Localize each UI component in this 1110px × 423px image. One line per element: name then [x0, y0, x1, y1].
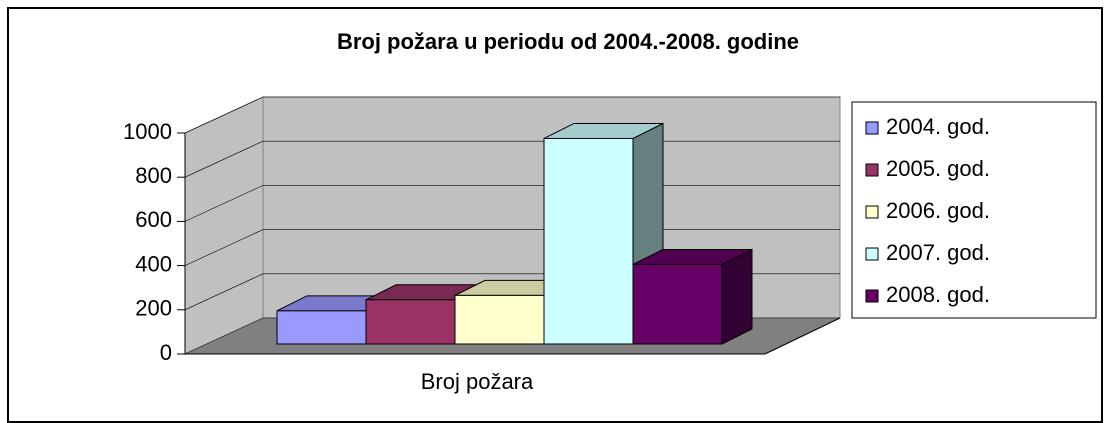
- chart-title: Broj požara u periodu od 2004.-2008. god…: [337, 29, 799, 54]
- y-tick-label: 400: [135, 251, 172, 276]
- y-tick-label: 600: [135, 207, 172, 232]
- y-tick-label: 1000: [123, 119, 172, 144]
- bar: [276, 310, 367, 345]
- x-tick-label: Broj požara: [421, 369, 534, 394]
- y-tick-label: 0: [160, 340, 172, 365]
- legend-label: 2004. god.: [886, 114, 990, 139]
- bar: [454, 294, 545, 345]
- legend-label: 2008. god.: [886, 282, 990, 307]
- left-wall: [184, 96, 264, 355]
- legend: [851, 101, 1097, 319]
- legend-label: 2007. god.: [886, 240, 990, 265]
- legend-swatch: [865, 289, 879, 303]
- legend-label: 2006. god.: [886, 198, 990, 223]
- y-tick-label: 200: [135, 296, 172, 321]
- legend-swatch: [865, 163, 879, 177]
- bar: [632, 263, 723, 345]
- floor-edge: [764, 317, 841, 355]
- legend-swatch: [865, 205, 879, 219]
- legend-label: 2005. god.: [886, 156, 990, 181]
- bar: [543, 137, 634, 345]
- legend-swatch: [865, 121, 879, 135]
- bar-side: [721, 248, 753, 345]
- legend-swatch: [865, 247, 879, 261]
- y-tick-label: 800: [135, 163, 172, 188]
- bar: [365, 299, 456, 345]
- grid-line: [184, 96, 840, 134]
